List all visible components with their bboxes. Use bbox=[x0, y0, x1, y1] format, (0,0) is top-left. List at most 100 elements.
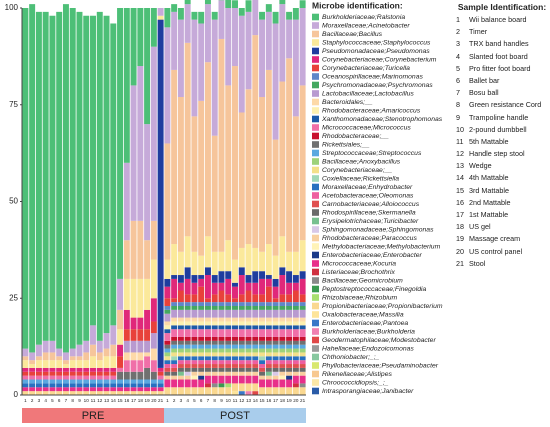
bar-segment bbox=[259, 329, 266, 337]
legend-swatch bbox=[312, 132, 319, 140]
bar-segment bbox=[225, 375, 232, 384]
legend-label: Intrasporangiaceae;Janibacter bbox=[322, 388, 414, 395]
legend-label: Staphylococcaceae;Staphylococcus bbox=[322, 39, 431, 46]
bar-segment bbox=[123, 278, 130, 310]
legend-title: Microbe identification: bbox=[312, 0, 403, 10]
bar-segment bbox=[184, 4, 191, 43]
bar-segment bbox=[35, 11, 42, 345]
bar-segment bbox=[150, 8, 157, 47]
bar-segment bbox=[272, 375, 279, 380]
bar-segment bbox=[232, 298, 238, 303]
bar-segment bbox=[238, 336, 245, 341]
bar-segment bbox=[103, 383, 110, 388]
bar-segment bbox=[265, 364, 272, 368]
bar-segment bbox=[286, 352, 293, 357]
bar-segment bbox=[117, 309, 124, 330]
bar-segment bbox=[171, 344, 178, 349]
bar-segment bbox=[245, 329, 252, 337]
legend-swatch bbox=[312, 294, 319, 301]
bar-segment bbox=[110, 356, 117, 368]
bar-segment bbox=[42, 383, 49, 388]
bar-segment bbox=[117, 278, 124, 310]
bar-segment bbox=[218, 329, 225, 337]
bar-segment bbox=[211, 336, 218, 341]
bar-segment bbox=[123, 8, 130, 163]
bar-segment bbox=[204, 329, 211, 337]
bar-segment bbox=[150, 348, 157, 361]
bar-segment bbox=[211, 387, 218, 395]
bar-segment bbox=[198, 344, 205, 349]
bar-segment bbox=[198, 23, 205, 101]
bar-segment bbox=[286, 340, 293, 345]
legend-swatch bbox=[312, 56, 319, 63]
legend-label: Acetobacteraceae;Oleomonas bbox=[321, 192, 414, 199]
bar-segment bbox=[286, 371, 293, 376]
bar-segment bbox=[204, 309, 211, 318]
legend-swatch bbox=[312, 13, 319, 21]
bar-segment bbox=[232, 321, 238, 326]
bar-segment bbox=[184, 344, 191, 349]
bar-segment bbox=[184, 267, 191, 279]
bar-segment bbox=[157, 367, 164, 372]
legend-label: Chroococcidiopsis;_;_ bbox=[322, 379, 389, 386]
bar-segment bbox=[171, 329, 178, 337]
bar-segment bbox=[177, 360, 184, 365]
bar-segment bbox=[62, 4, 69, 353]
bar-segment bbox=[204, 336, 211, 341]
bar-segment bbox=[279, 344, 286, 349]
bar-segment bbox=[198, 255, 205, 276]
bar-segment bbox=[279, 0, 286, 5]
bar-segment bbox=[265, 352, 272, 357]
bar-segment bbox=[35, 391, 42, 395]
bar-segment bbox=[211, 371, 218, 376]
bar-segment bbox=[164, 356, 171, 361]
bar-segment bbox=[292, 116, 299, 252]
x-tick-label: 11 bbox=[91, 398, 96, 403]
legend-label: Bacteroidales;__ bbox=[322, 99, 373, 106]
bar-segment bbox=[272, 321, 279, 326]
bar-segment bbox=[286, 317, 293, 322]
bar-segment bbox=[76, 344, 83, 357]
bar-segment bbox=[299, 352, 306, 357]
bar-segment bbox=[232, 309, 238, 318]
bar-segment bbox=[103, 348, 110, 357]
bar-segment bbox=[191, 275, 198, 283]
bar-segment bbox=[218, 387, 225, 395]
bar-segment bbox=[245, 360, 252, 365]
bar-segment bbox=[177, 379, 184, 388]
bar-segment bbox=[238, 294, 245, 303]
x-tick-label: 7 bbox=[207, 398, 210, 403]
bar-segment bbox=[252, 356, 259, 361]
bar-segment bbox=[22, 391, 29, 395]
bar-segment bbox=[198, 348, 205, 353]
sample-item: 19 Massage cream bbox=[456, 235, 548, 244]
bar-segment bbox=[184, 379, 191, 388]
bar-segment bbox=[157, 15, 164, 20]
bar-segment bbox=[299, 302, 306, 306]
bar-segment bbox=[286, 271, 293, 283]
sample-number: 13 bbox=[456, 161, 464, 171]
bar-segment bbox=[69, 367, 76, 372]
bar-segment bbox=[56, 379, 63, 384]
bar-segment bbox=[171, 244, 178, 276]
bar-segment bbox=[90, 367, 96, 372]
bar-segment bbox=[83, 15, 90, 341]
bar-segment bbox=[204, 348, 211, 353]
bar-segment bbox=[164, 375, 171, 380]
bar-segment bbox=[198, 364, 205, 368]
bar-segment bbox=[191, 348, 198, 353]
sample-label: Trampoline handle bbox=[469, 112, 529, 122]
bar-segment bbox=[144, 329, 151, 341]
bar-segment bbox=[225, 309, 232, 318]
bar-segment bbox=[218, 290, 225, 303]
bar-segment bbox=[177, 375, 184, 380]
bar-segment bbox=[177, 340, 184, 345]
bar-segment bbox=[56, 348, 63, 357]
bar-segment bbox=[164, 309, 171, 314]
bar-segment bbox=[225, 294, 232, 303]
bar-segment bbox=[259, 336, 266, 341]
bar-segment bbox=[292, 329, 299, 337]
bar-segment bbox=[232, 344, 238, 349]
bar-segment bbox=[144, 391, 151, 395]
bar-segment bbox=[286, 356, 293, 361]
